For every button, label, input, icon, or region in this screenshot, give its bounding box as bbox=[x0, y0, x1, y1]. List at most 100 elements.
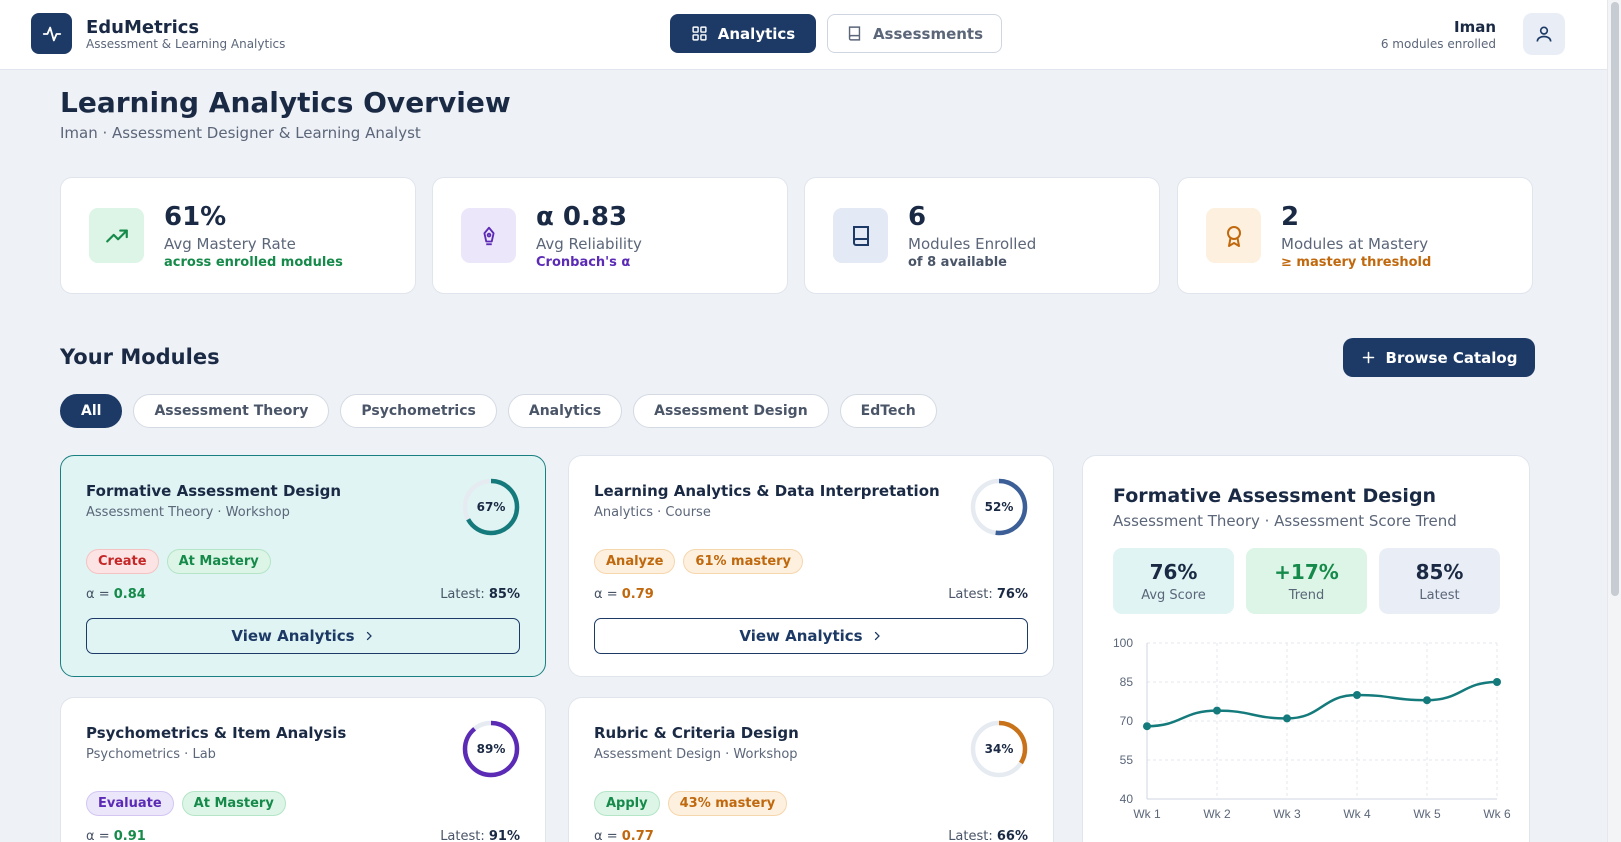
stat-value: 61% bbox=[164, 202, 227, 232]
stat-card-at-mastery: 2 Modules at Mastery ≥ mastery threshold bbox=[1177, 177, 1533, 294]
grid-icon bbox=[692, 26, 707, 41]
x-tick-label: Wk 5 bbox=[1413, 807, 1441, 821]
module-subtitle: Assessment Theory · Workshop bbox=[86, 505, 290, 520]
top-bar: EduMetrics Assessment & Learning Analyti… bbox=[0, 0, 1607, 70]
latest-tile: 85% Latest bbox=[1379, 548, 1500, 614]
module-subtitle: Analytics · Course bbox=[594, 505, 711, 520]
progress-arc bbox=[970, 720, 1028, 778]
mastery-tag: 43% mastery bbox=[667, 791, 788, 816]
award-icon bbox=[1226, 225, 1241, 247]
stat-note: Cronbach's α bbox=[536, 255, 631, 270]
module-card[interactable]: Psychometrics & Item Analysis Psychometr… bbox=[60, 697, 546, 842]
mastery-tag: At Mastery bbox=[181, 791, 286, 816]
y-tick-label: 85 bbox=[1120, 675, 1134, 689]
trend-label: Trend bbox=[1288, 588, 1325, 603]
filter-chip-assessment-theory[interactable]: Assessment Theory bbox=[133, 394, 330, 428]
bloom-level-tag: Analyze bbox=[594, 549, 676, 574]
avg-score-value: 76% bbox=[1149, 560, 1198, 584]
filter-chip-edtech[interactable]: EdTech bbox=[839, 394, 937, 428]
progress-ring: 52% bbox=[970, 478, 1028, 536]
module-reliability: α = 0.91 bbox=[86, 829, 146, 842]
trend-title: Formative Assessment Design bbox=[1113, 485, 1437, 507]
app-tagline: Assessment & Learning Analytics bbox=[86, 37, 286, 51]
stat-card-mastery: 61% Avg Mastery Rate across enrolled mod… bbox=[60, 177, 416, 294]
stat-value: α 0.83 bbox=[536, 202, 628, 232]
progress-arc bbox=[462, 478, 520, 536]
scrollbar-thumb[interactable] bbox=[1611, 2, 1619, 596]
book-icon bbox=[852, 225, 869, 246]
module-subtitle: Psychometrics · Lab bbox=[86, 747, 216, 762]
user-name: Iman bbox=[1453, 18, 1496, 36]
view-analytics-label: View Analytics bbox=[231, 627, 355, 645]
bloom-level-tag: Create bbox=[86, 549, 159, 574]
reliability-label: α = bbox=[594, 587, 622, 602]
reliability-label: α = bbox=[86, 829, 114, 842]
module-reliability: α = 0.84 bbox=[86, 587, 146, 602]
module-latest: Latest: 66% bbox=[948, 829, 1028, 842]
nav-assessments-label: Assessments bbox=[872, 24, 984, 43]
latest-score-value: 85% bbox=[1415, 560, 1464, 584]
latest-value: 66% bbox=[996, 829, 1028, 842]
latest-label: Latest: bbox=[440, 829, 489, 842]
module-title: Formative Assessment Design bbox=[86, 482, 342, 500]
chevron-right-icon bbox=[874, 631, 880, 641]
filter-chips: All Assessment Theory Psychometrics Anal… bbox=[60, 394, 937, 428]
view-analytics-button[interactable]: View Analytics bbox=[86, 618, 520, 654]
latest-label: Latest: bbox=[440, 587, 489, 602]
stat-note: across enrolled modules bbox=[164, 255, 343, 270]
stat-note: ≥ mastery threshold bbox=[1281, 255, 1432, 270]
module-card[interactable]: Rubric & Criteria Design Assessment Desi… bbox=[568, 697, 1054, 842]
progress-percent: 52% bbox=[984, 500, 1014, 514]
filter-chip-all[interactable]: All bbox=[60, 394, 123, 428]
avg-score-label: Avg Score bbox=[1141, 588, 1206, 603]
reliability-label: α = bbox=[594, 829, 622, 842]
modules-section-title: Your Modules bbox=[60, 345, 220, 369]
user-icon bbox=[1536, 26, 1552, 42]
module-card[interactable]: Learning Analytics & Data Interpretation… bbox=[568, 455, 1054, 677]
filter-chip-analytics[interactable]: Analytics bbox=[507, 394, 623, 428]
latest-value: 85% bbox=[488, 587, 520, 602]
page-subtitle: Iman · Assessment Designer & Learning An… bbox=[60, 124, 421, 142]
stat-label: Modules at Mastery bbox=[1281, 235, 1429, 253]
latest-value: 91% bbox=[488, 829, 520, 842]
stat-label: Avg Mastery Rate bbox=[164, 235, 296, 253]
data-point bbox=[1423, 696, 1431, 705]
plus-icon bbox=[1362, 351, 1374, 364]
stat-icon-box bbox=[1206, 208, 1261, 263]
browse-catalog-label: Browse Catalog bbox=[1385, 348, 1518, 367]
latest-label: Latest: bbox=[948, 829, 997, 842]
bloom-level-tag: Evaluate bbox=[86, 791, 174, 816]
progress-ring: 89% bbox=[462, 720, 520, 778]
filter-chip-assessment-design[interactable]: Assessment Design bbox=[633, 394, 829, 428]
x-tick-label: Wk 4 bbox=[1343, 807, 1371, 821]
y-tick-label: 40 bbox=[1120, 792, 1134, 806]
stat-value: 6 bbox=[908, 202, 927, 232]
module-latest: Latest: 85% bbox=[440, 587, 520, 602]
nav-assessments-button[interactable]: Assessments bbox=[827, 14, 1002, 53]
logo[interactable] bbox=[31, 13, 72, 54]
nav-analytics-button[interactable]: Analytics bbox=[670, 14, 816, 53]
reliability-value: 0.79 bbox=[621, 587, 654, 602]
stat-icon-box bbox=[833, 208, 888, 263]
view-analytics-button[interactable]: View Analytics bbox=[594, 618, 1028, 654]
stat-card-enrolled: 6 Modules Enrolled of 8 available bbox=[804, 177, 1160, 294]
module-reliability: α = 0.79 bbox=[594, 587, 654, 602]
pen-nib-icon bbox=[483, 226, 494, 245]
mastery-tag: 61% mastery bbox=[683, 549, 804, 574]
stat-label: Modules Enrolled bbox=[908, 235, 1037, 253]
latest-score-label: Latest bbox=[1419, 588, 1460, 603]
data-point bbox=[1493, 678, 1501, 686]
module-card[interactable]: Formative Assessment Design Assessment T… bbox=[60, 455, 546, 677]
x-tick-label: Wk 6 bbox=[1483, 807, 1511, 821]
score-trend-panel: Formative Assessment Design Assessment T… bbox=[1082, 455, 1530, 842]
progress-arc bbox=[970, 478, 1028, 536]
filter-chip-psychometrics[interactable]: Psychometrics bbox=[340, 394, 497, 428]
browse-catalog-button[interactable]: Browse Catalog bbox=[1343, 338, 1535, 377]
y-tick-label: 55 bbox=[1120, 753, 1134, 767]
page-scrollbar[interactable] bbox=[1607, 0, 1621, 842]
latest-value: 76% bbox=[996, 587, 1028, 602]
progress-percent: 67% bbox=[476, 500, 506, 514]
y-tick-label: 100 bbox=[1113, 636, 1133, 650]
trend-value: +17% bbox=[1274, 560, 1339, 584]
user-avatar-button[interactable] bbox=[1523, 13, 1565, 55]
